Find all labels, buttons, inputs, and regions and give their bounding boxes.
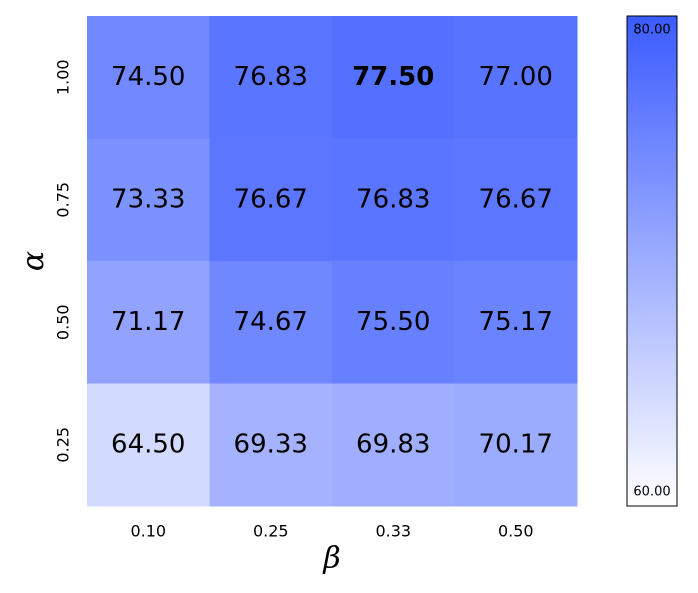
heatmap-cell (87, 16, 210, 139)
y-tick-label: 0.50 (54, 304, 73, 340)
cell-label: 75.50 (356, 307, 430, 337)
heatmap-cell (454, 16, 578, 139)
cell-label: 76.83 (234, 62, 308, 92)
colorbar (626, 15, 678, 507)
cell-label: 75.17 (479, 307, 553, 337)
cell-label: 77.00 (479, 62, 553, 92)
y-tick-label: 0.75 (54, 182, 73, 218)
cell-label: 76.67 (234, 184, 308, 214)
x-axis-label: β (322, 541, 340, 576)
heatmap-cell (454, 383, 578, 507)
x-tick-label: 0.10 (130, 522, 166, 541)
cell-label: 77.50 (352, 62, 434, 92)
cell-label: 74.50 (111, 62, 185, 92)
x-tick-label: 0.33 (375, 522, 411, 541)
heatmap-cell (87, 383, 210, 507)
cell-label: 76.67 (479, 184, 553, 214)
heatmap-cell (454, 261, 578, 384)
heatmap-cell (332, 261, 455, 384)
heatmap-cell (332, 16, 455, 139)
cell-label: 76.83 (356, 184, 430, 214)
cell-label: 69.33 (234, 429, 308, 459)
cell-label: 71.17 (111, 307, 185, 337)
heatmap-cell (454, 138, 578, 262)
heatmap-cell (209, 138, 333, 262)
cell-label: 69.83 (356, 429, 430, 459)
heatmap-cell (87, 138, 210, 262)
cell-label: 64.50 (111, 429, 185, 459)
heatmap-cell (209, 383, 333, 507)
heatmap-cell (332, 383, 455, 507)
heatmap-cell (87, 261, 210, 384)
heatmap-cell (209, 261, 333, 384)
cell-label: 73.33 (111, 184, 185, 214)
y-tick-label: 0.25 (54, 427, 73, 463)
x-tick-label: 0.50 (498, 522, 534, 541)
heatmap-cell (209, 16, 333, 139)
heatmap-cell (332, 138, 455, 262)
colorbar-tick-label: 80.00 (633, 23, 670, 38)
x-tick-label: 0.25 (253, 522, 289, 541)
y-tick-label: 1.00 (54, 59, 73, 95)
cell-label: 70.17 (479, 429, 553, 459)
colorbar-tick-label: 60.00 (633, 485, 670, 500)
y-axis-label: α (16, 251, 51, 271)
cell-label: 74.67 (234, 307, 308, 337)
